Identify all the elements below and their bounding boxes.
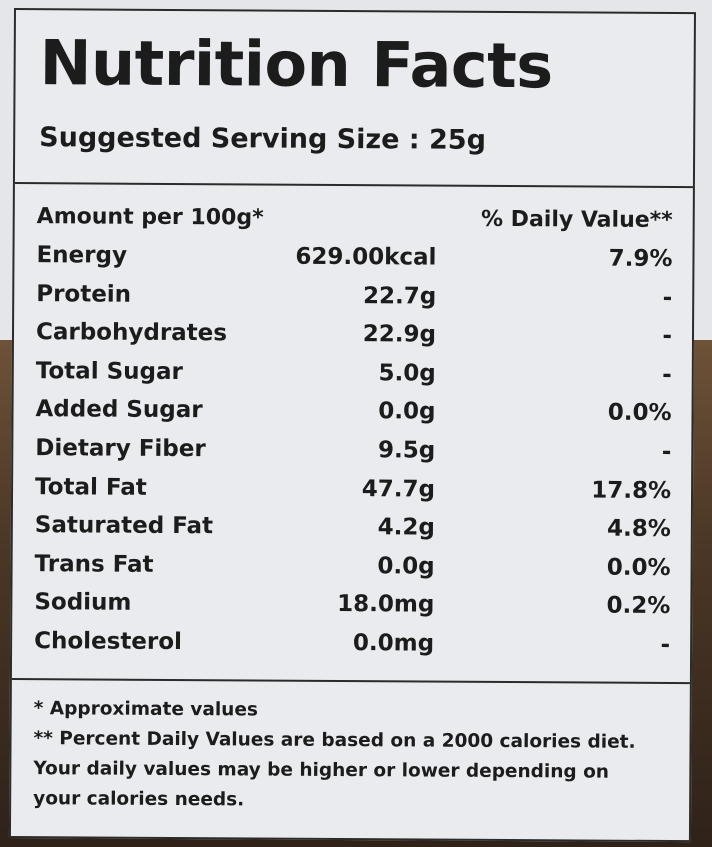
nutrient-amount: 0.0g: [378, 398, 436, 425]
nutrient-name: Total Fat: [34, 473, 147, 501]
table-row: Total Sugar 5.0g -: [36, 358, 672, 400]
nutrient-amount: 0.0g: [377, 552, 435, 580]
table-row: Sodium 18.0mg 0.2%: [34, 589, 670, 631]
nutrient-amount: 629.00kcal: [295, 243, 437, 271]
table-row: Trans Fat 0.0g 0.0%: [34, 550, 671, 593]
nutrient-daily-value: -: [661, 438, 672, 465]
nutrient-rows: Energy 629.00kcal 7.9% Protein 22.7g - C…: [34, 242, 673, 670]
nutrient-daily-value: -: [662, 323, 673, 350]
nutrient-name: Added Sugar: [35, 396, 203, 424]
table-row: Dietary Fiber 9.5g -: [35, 435, 671, 477]
table-row: Added Sugar 0.0g 0.0%: [35, 397, 671, 439]
nutrient-daily-value: -: [662, 361, 672, 388]
footnote-line: * Approximate values: [33, 698, 259, 721]
nutrient-name: Sodium: [34, 589, 132, 617]
table-row: Carbohydrates 22.9g -: [36, 319, 672, 361]
nutrient-daily-value: -: [660, 631, 671, 658]
footnotes: * Approximate values ** Percent Daily Va…: [33, 694, 674, 818]
nutrient-table: Amount per 100g* % Daily Value** Energy …: [11, 184, 693, 685]
nutrient-name: Protein: [36, 280, 132, 308]
label-title: Nutrition Facts: [39, 26, 553, 103]
nutrition-facts-label: Nutrition Facts Suggested Serving Size :…: [8, 8, 696, 843]
header-amount: Amount per 100g*: [36, 204, 264, 231]
nutrient-amount: 47.7g: [361, 475, 436, 503]
nutrient-name: Total Sugar: [35, 357, 183, 385]
nutrient-name: Energy: [36, 242, 128, 269]
table-header: Amount per 100g* % Daily Value**: [37, 204, 673, 238]
nutrient-amount: 4.2g: [377, 514, 435, 541]
nutrient-name: Dietary Fiber: [35, 435, 206, 463]
nutrient-amount: 22.7g: [362, 282, 437, 310]
nutrient-amount: 18.0mg: [337, 591, 435, 618]
nutrient-daily-value: 0.0%: [606, 554, 671, 581]
serving-size: Suggested Serving Size : 25g: [39, 122, 487, 156]
table-row: Protein 22.7g -: [36, 281, 672, 323]
footnote-line: your calories needs.: [33, 788, 245, 811]
table-row: Total Fat 47.7g 17.8%: [35, 474, 671, 516]
nutrient-daily-value: 17.8%: [591, 477, 672, 504]
header-daily-value: % Daily Value**: [480, 206, 673, 234]
nutrient-amount: 22.9g: [362, 321, 437, 348]
nutrient-daily-value: 0.0%: [607, 400, 672, 427]
table-row: Cholesterol 0.0mg -: [34, 628, 670, 670]
footnote-line: Your daily values may be higher or lower…: [33, 758, 610, 783]
nutrient-daily-value: 7.9%: [608, 245, 673, 273]
nutrient-daily-value: 4.8%: [606, 515, 671, 543]
nutrient-name: Carbohydrates: [35, 319, 228, 347]
footnote-line: ** Percent Daily Values are based on a 2…: [33, 728, 636, 753]
nutrient-name: Saturated Fat: [34, 512, 214, 540]
nutrient-name: Cholesterol: [34, 628, 183, 655]
nutrient-daily-value: -: [662, 284, 673, 311]
nutrient-amount: 0.0mg: [352, 630, 435, 657]
label-header: Nutrition Facts Suggested Serving Size :…: [14, 10, 694, 189]
nutrient-amount: 5.0g: [378, 360, 436, 387]
nutrient-name: Trans Fat: [34, 550, 154, 578]
table-row: Saturated Fat 4.2g 4.8%: [35, 512, 671, 554]
nutrient-amount: 9.5g: [378, 437, 436, 464]
nutrient-daily-value: 0.2%: [606, 592, 671, 620]
table-row: Energy 629.00kcal 7.9%: [36, 242, 672, 284]
